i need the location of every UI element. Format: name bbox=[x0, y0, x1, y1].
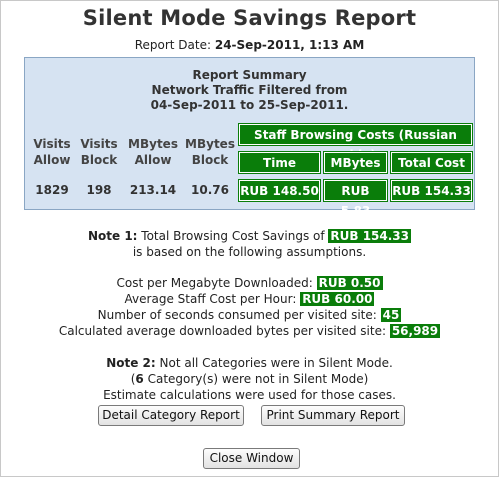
visits-block-value: 198 bbox=[86, 183, 112, 197]
assumption-seconds-per-site: Number of seconds consumed per visited s… bbox=[97, 308, 402, 322]
close-window-button[interactable]: Close Window bbox=[203, 448, 300, 469]
assumption-bytes-per-site: Calculated average downloaded bytes per … bbox=[58, 324, 441, 338]
report-date: Report Date: 24-Sep-2011, 1:13 AM bbox=[0, 38, 499, 52]
assumption-staff-cost-hour: Average Staff Cost per Hour: RUB 60.00 bbox=[124, 292, 375, 306]
print-summary-report-button[interactable]: Print Summary Report bbox=[261, 405, 405, 426]
note-2-line2: (6 Category(s) were not in Silent Mode) bbox=[130, 372, 369, 386]
note-1-amount: RUB 154.33 bbox=[328, 229, 412, 243]
assumption-cost-per-mb: Cost per Megabyte Downloaded: RUB 0.50 bbox=[116, 276, 383, 290]
report-date-value: 24-Sep-2011, 1:13 AM bbox=[214, 38, 365, 52]
note-1-text: Total Browsing Cost Savings of bbox=[137, 229, 329, 243]
mbytes-cost-header: MBytes bbox=[323, 151, 388, 174]
summary-heading: Report Summary Network Traffic Filtered … bbox=[25, 68, 474, 113]
visits-allow-header: Visits Allow bbox=[33, 137, 71, 167]
note-2-line1: Note 2: Not all Categories were in Silen… bbox=[106, 356, 393, 370]
note-2: Note 2: Not all Categories were in Silen… bbox=[0, 355, 499, 403]
time-cost-header: Time bbox=[238, 151, 321, 174]
time-cost-value: RUB 148.50 bbox=[238, 179, 321, 202]
mbytes-allow-value: 213.14 bbox=[129, 183, 177, 197]
note-1-line1: Note 1: Total Browsing Cost Savings of R… bbox=[0, 228, 499, 244]
note-1: Note 1: Total Browsing Cost Savings of R… bbox=[0, 228, 499, 260]
report-summary-panel: Report Summary Network Traffic Filtered … bbox=[24, 57, 475, 218]
assumptions-list: Cost per Megabyte Downloaded: RUB 0.50 A… bbox=[0, 275, 499, 339]
staff-costs-header: Staff Browsing Costs (Russian ruble) bbox=[238, 123, 473, 162]
note-1-line2: is based on the following assumptions. bbox=[132, 245, 367, 259]
note-2-line3: Estimate calculations were used for thos… bbox=[103, 388, 396, 402]
report-date-label: Report Date: bbox=[134, 38, 212, 52]
total-cost-value: RUB 154.33 bbox=[390, 179, 473, 202]
visits-allow-value: 1829 bbox=[35, 183, 69, 197]
page-title: Silent Mode Savings Report bbox=[82, 6, 417, 30]
uncovered-category-count: 6 bbox=[135, 372, 144, 386]
mbytes-block-value: 10.76 bbox=[191, 183, 229, 197]
summary-subtitle: Network Traffic Filtered from bbox=[151, 83, 348, 97]
mbytes-allow-header: MBytes Allow bbox=[128, 137, 178, 167]
summary-title: Report Summary bbox=[192, 68, 307, 82]
summary-date-range: 04-Sep-2011 to 25-Sep-2011. bbox=[150, 98, 349, 112]
mbytes-cost-value: RUB 5.83 bbox=[323, 179, 388, 218]
detail-category-report-button[interactable]: Detail Category Report bbox=[98, 405, 244, 426]
note-2-label: Note 2: bbox=[106, 356, 156, 370]
note-1-label: Note 1: bbox=[87, 229, 138, 243]
mbytes-block-header: MBytes Block bbox=[185, 137, 235, 167]
visits-block-header: Visits Block bbox=[80, 137, 118, 167]
total-cost-header: Total Cost bbox=[390, 151, 473, 174]
